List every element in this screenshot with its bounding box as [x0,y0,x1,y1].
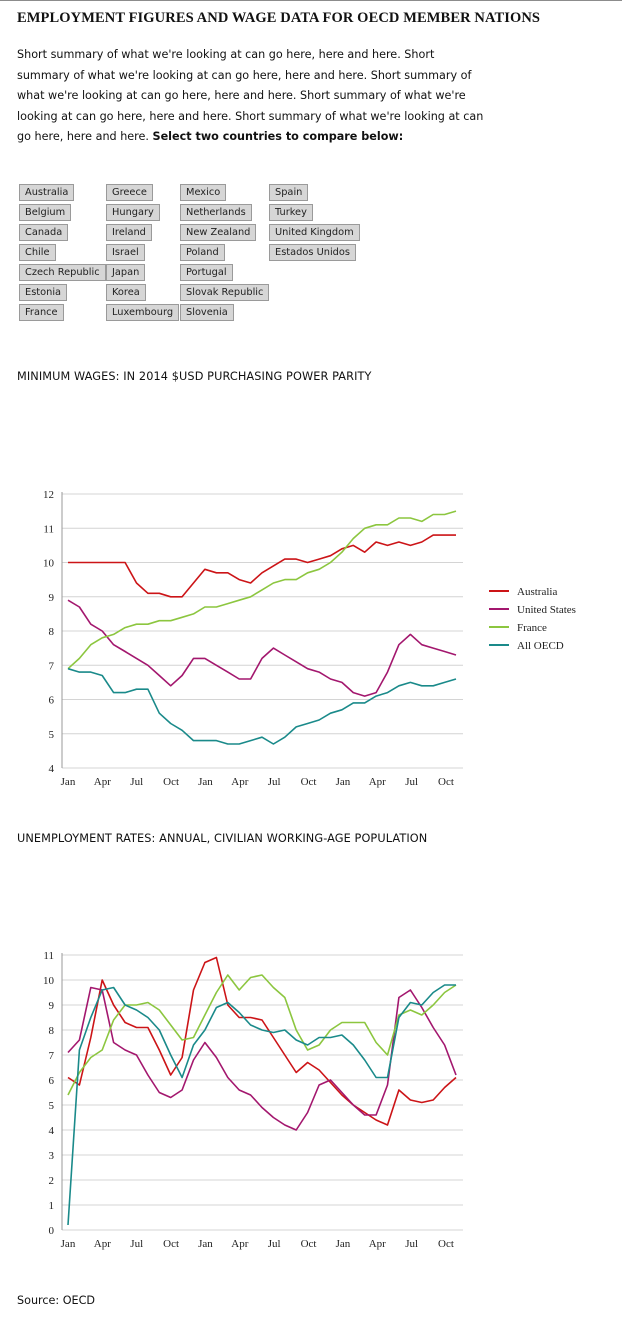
x-tick-label: Oct [438,1238,454,1250]
x-tick-label: Oct [438,776,454,788]
y-tick-label: 4 [49,763,55,775]
y-tick-label: 11 [43,950,54,962]
series-line-united-states [67,986,457,1131]
country-button-israel[interactable]: Israel [106,244,145,261]
x-tick-label: Jul [268,1238,281,1250]
legend-label-australia: Australia [517,586,557,598]
y-tick-label: 7 [49,1050,55,1062]
country-button-greece[interactable]: Greece [106,184,153,201]
country-button-japan[interactable]: Japan [106,264,146,281]
series-line-france [67,510,457,670]
x-tick-label: Oct [301,776,317,788]
y-tick-label: 9 [49,1000,55,1012]
y-tick-label: 0 [49,1225,55,1237]
country-button-luxembourg[interactable]: Luxembourg [106,304,180,321]
y-tick-label: 2 [49,1175,55,1187]
x-tick-label: Oct [163,776,179,788]
country-button-czech-republic[interactable]: Czech Republic [19,264,106,281]
chart-title-unemployment: UNEMPLOYMENT RATES: ANNUAL, CIVILIAN WOR… [17,832,428,845]
series-line-all-oecd [67,984,456,1226]
country-button-mexico[interactable]: Mexico [180,184,227,201]
country-button-belgium[interactable]: Belgium [19,204,72,221]
unemployment-chart: 0 1 2 3 4 5 6 7 8 9 10 11 Jan Apr Jul Oct Jan Apr Jul Oct Ja… [43,950,463,1250]
series-line-australia [67,956,457,1126]
summary-body: Short summary of what we're looking at c… [17,48,484,144]
source-note: Source: OECD [17,1294,96,1307]
country-button-hungary[interactable]: Hungary [106,204,160,221]
country-button-australia[interactable]: Australia [19,184,75,201]
chart-title-minimum-wages: MINIMUM WAGES: IN 2014 $USD PURCHASING P… [17,370,372,383]
x-tick-label: Jan [61,1238,76,1250]
x-tick-label: Jul [268,776,281,788]
y-tick-label: 3 [49,1150,55,1162]
y-tick-label: 7 [49,660,55,672]
country-button-poland[interactable]: Poland [180,244,225,261]
y-tick-label: 11 [43,523,54,535]
country-button-france[interactable]: France [19,304,64,321]
y-tick-label: 5 [49,729,55,741]
country-button-united-kingdom[interactable]: United Kingdom [269,224,360,241]
instruction-text: Select two countries to compare below: [152,130,404,144]
series-line-france [67,974,457,1096]
country-button-estonia[interactable]: Estonia [19,284,68,301]
y-tick-label: 10 [43,558,55,570]
country-button-canada[interactable]: Canada [19,224,69,241]
country-button-ireland[interactable]: Ireland [106,224,152,241]
y-tick-label: 8 [49,626,55,638]
x-tick-label: Apr [231,776,248,788]
x-tick-label: Apr [369,1238,386,1250]
x-tick-label: Oct [301,1238,317,1250]
summary-text: Short summary of what we're looking at c… [17,45,487,148]
x-tick-label: Jan [198,776,213,788]
y-tick-label: 6 [49,1075,55,1087]
y-tick-label: 8 [49,1025,55,1037]
country-button-spain[interactable]: Spain [269,184,309,201]
x-tick-label: Jan [336,1238,351,1250]
y-tick-label: 9 [49,592,55,604]
y-tick-label: 5 [49,1100,55,1112]
country-button-chile[interactable]: Chile [19,244,56,261]
series-line-all-oecd [67,667,457,745]
x-tick-label: Apr [369,776,386,788]
minimum-wages-chart: 4 5 6 7 8 9 10 11 12 Jan Apr Jul Oct Jan Apr Jul Oct Jan A… [43,489,576,788]
country-button-korea[interactable]: Korea [106,284,146,301]
series-line-australia [68,534,456,598]
x-tick-label: Jul [405,1238,418,1250]
country-button-turkey[interactable]: Turkey [269,204,313,221]
x-tick-label: Jul [405,776,418,788]
x-tick-label: Apr [94,776,111,788]
country-button-new-zealand[interactable]: New Zealand [180,224,257,241]
y-tick-label: 12 [43,489,54,501]
country-button-portugal[interactable]: Portugal [180,264,233,281]
country-button-estados-unidos[interactable]: Estados Unidos [269,244,356,261]
x-tick-label: Jan [336,776,351,788]
y-tick-label: 6 [49,695,55,707]
x-tick-label: Jan [61,776,76,788]
y-tick-label: 1 [49,1200,55,1212]
legend-label-all-oecd: All OECD [517,640,564,652]
x-tick-label: Apr [231,1238,248,1250]
country-button-slovenia[interactable]: Slovenia [180,304,234,321]
legend-label-france: France [517,622,547,634]
x-tick-label: Jan [198,1238,213,1250]
country-button-slovak-republic[interactable]: Slovak Republic [180,284,270,301]
top-divider [0,0,622,1]
y-tick-label: 10 [43,975,55,987]
legend-label-united-states: United States [517,604,576,616]
y-tick-label: 4 [49,1125,55,1137]
x-tick-label: Jul [130,1238,143,1250]
country-button-netherlands[interactable]: Netherlands [180,204,252,221]
x-tick-label: Jul [130,776,143,788]
page-title: EMPLOYMENT FIGURES AND WAGE DATA FOR OEC… [17,10,541,26]
series-line-united-states [67,599,457,697]
x-tick-label: Oct [163,1238,179,1250]
x-tick-label: Apr [94,1238,111,1250]
